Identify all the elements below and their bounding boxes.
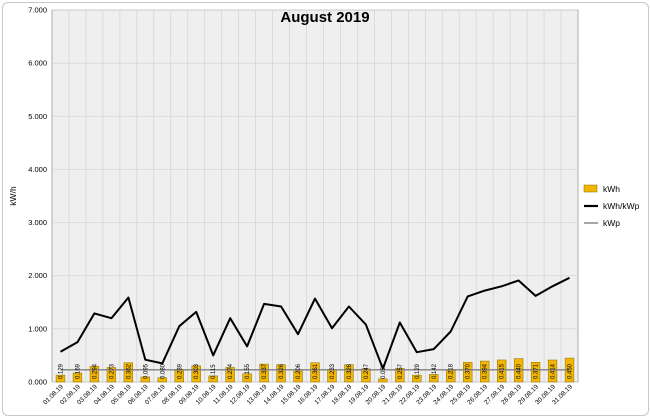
bar-data-label: 0.247 bbox=[364, 363, 370, 379]
bar-kwh bbox=[378, 378, 388, 383]
line-kwh-kwp bbox=[60, 276, 570, 370]
bar-data-label: 0.206 bbox=[296, 363, 302, 379]
bar-data-label: 0.415 bbox=[500, 363, 506, 379]
y-tick-label: 5.000 bbox=[28, 112, 47, 121]
bar-data-label: 0.362 bbox=[126, 363, 132, 379]
y-tick-label: 4.000 bbox=[28, 165, 47, 174]
bar-data-label: 0.129 bbox=[415, 363, 421, 379]
y-tick-label: 1.000 bbox=[28, 324, 47, 333]
legend: kWh kWh/kWp kWp bbox=[583, 184, 640, 228]
legend-swatch-kwh bbox=[583, 184, 598, 193]
legend-label: kWh bbox=[603, 184, 620, 194]
bar-kwh bbox=[395, 368, 405, 383]
grid-layer bbox=[52, 9, 578, 383]
bar-data-label: 0.233 bbox=[330, 363, 336, 379]
bar-data-label: 0.337 bbox=[262, 363, 268, 379]
y-tick-label: 2.000 bbox=[28, 271, 47, 280]
chart-title: August 2019 bbox=[280, 9, 369, 26]
bar-data-label: 0.155 bbox=[245, 363, 251, 379]
bar-kwh bbox=[480, 360, 490, 383]
bar-data-label: 0.257 bbox=[398, 363, 404, 379]
bar-data-label: 0.371 bbox=[534, 363, 540, 379]
bar-kwh bbox=[55, 374, 66, 383]
bar-data-label: 0.274 bbox=[228, 363, 234, 379]
bar-data-label: 0.129 bbox=[58, 363, 64, 379]
legend-label: kWp bbox=[603, 218, 620, 228]
y-axis-label: kW/h bbox=[8, 186, 18, 206]
line-layer bbox=[60, 276, 570, 371]
bar-data-label: 0.080 bbox=[160, 363, 166, 379]
legend-label: kWh/kWp bbox=[603, 201, 640, 211]
bar-kwh bbox=[361, 368, 371, 383]
plot-area bbox=[51, 9, 579, 383]
bar-data-label: 0.218 bbox=[449, 363, 455, 379]
bar-data-label: 0.414 bbox=[551, 363, 557, 379]
bar-kwh bbox=[344, 364, 354, 383]
bar-data-label: 0.303 bbox=[194, 363, 200, 379]
bar-kwh bbox=[242, 373, 252, 383]
bar-kwh bbox=[293, 370, 303, 383]
bar-kwh bbox=[191, 365, 201, 383]
bar-kwh bbox=[530, 362, 541, 383]
bar-kwh bbox=[463, 362, 473, 383]
bar-data-label: 0.095 bbox=[143, 363, 149, 379]
bar-data-label: 0.294 bbox=[92, 363, 98, 379]
bar-data-label: 0.326 bbox=[347, 363, 353, 379]
bar-data-label: 0.115 bbox=[211, 364, 217, 379]
bar-kwh bbox=[412, 374, 422, 383]
bar-kwh bbox=[89, 366, 100, 383]
bar-data-label: 0.273 bbox=[109, 363, 115, 379]
bar-data-label: 0.440 bbox=[517, 363, 523, 379]
y-tick-label: 3.000 bbox=[28, 218, 47, 227]
bar-data-label: 0.169 bbox=[75, 363, 81, 379]
bar-kwh bbox=[225, 367, 235, 383]
bar-data-label: 0.058 bbox=[381, 363, 387, 379]
bar-kwh bbox=[496, 359, 507, 383]
bar-kwh bbox=[276, 364, 286, 383]
bar-data-label: 0.370 bbox=[466, 363, 472, 379]
bar-kwh bbox=[106, 367, 117, 383]
bar-data-label: 0.239 bbox=[177, 363, 183, 379]
bar-kwh bbox=[140, 376, 150, 383]
bar-kwh bbox=[123, 362, 134, 383]
bar-data-label: 0.394 bbox=[483, 363, 489, 379]
label-layer: 0.129 0.169 0.294 0.273 0.362 0.095 0.080 0.239… bbox=[58, 363, 573, 379]
y-tick-label: 6.000 bbox=[28, 59, 47, 68]
bar-kwh bbox=[547, 359, 558, 383]
bar-kwh bbox=[208, 375, 218, 383]
bar-data-label: 0.450 bbox=[568, 363, 574, 379]
bar-kwh bbox=[259, 363, 269, 383]
bar-data-label: 0.142 bbox=[432, 363, 438, 379]
bar-kwh bbox=[310, 362, 320, 383]
y-tick-label: 7.000 bbox=[28, 6, 47, 15]
bar-data-label: 0.361 bbox=[313, 363, 319, 379]
bar-kwh bbox=[157, 377, 167, 383]
y-tick-label: 0.000 bbox=[28, 378, 47, 387]
bar-kwh bbox=[429, 374, 439, 383]
bar-kwh bbox=[72, 372, 83, 383]
bar-data-label: 0.326 bbox=[279, 363, 285, 379]
